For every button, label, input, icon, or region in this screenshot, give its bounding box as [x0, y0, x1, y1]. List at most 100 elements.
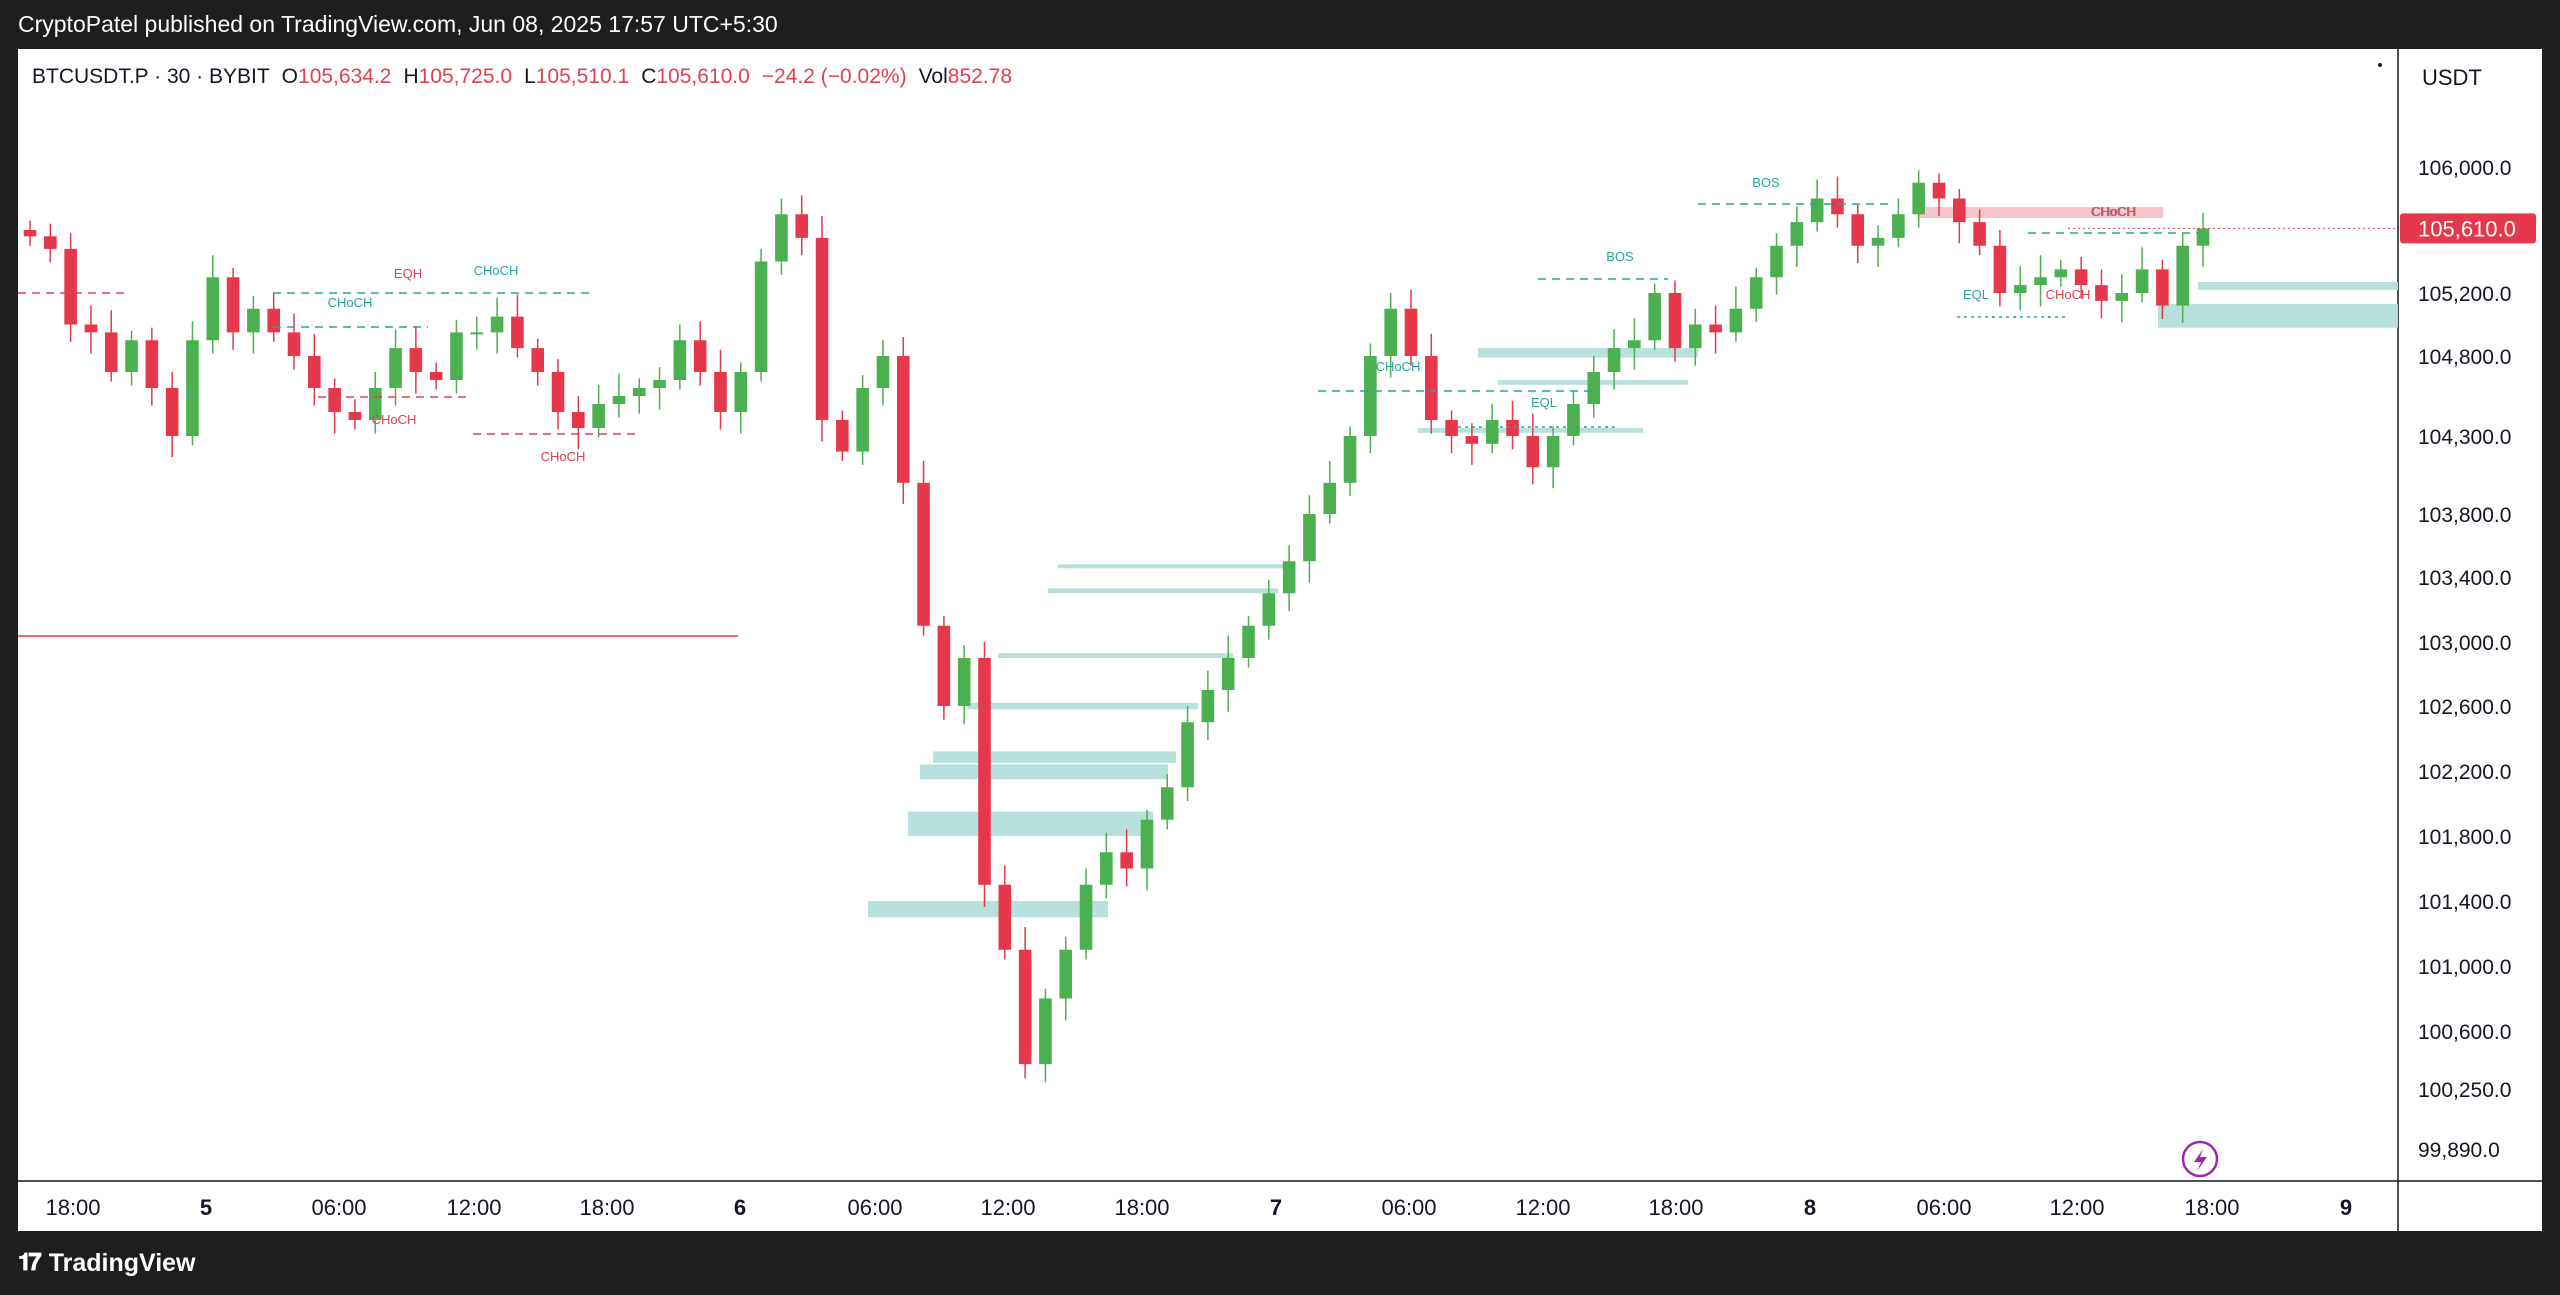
candle-body [754, 261, 768, 372]
candle-body [1607, 348, 1621, 372]
candle-body [1953, 198, 1966, 223]
structure-label: EQL [1963, 287, 1989, 302]
candle-body [1221, 658, 1235, 690]
time-tick-label: 12:00 [2049, 1195, 2104, 1220]
open-value: 105,634.2 [298, 65, 392, 88]
candle-body [1303, 514, 1316, 562]
structure-label: CHoCH [2091, 204, 2136, 219]
tradingview-logo-icon: 𝟏𝟕 [18, 1249, 42, 1276]
candle-body [1242, 625, 1255, 658]
candle-body [1506, 420, 1519, 436]
menu-dot-icon[interactable] [2378, 63, 2382, 67]
candle-body [511, 316, 524, 349]
time-tick-label: 6 [734, 1195, 746, 1220]
high-label: H [403, 65, 419, 88]
ohlc-legend: BTCUSDT.P · 30 · BYBIT O 105,634.2 H 105,7… [32, 65, 1012, 89]
candle-body [1546, 436, 1560, 468]
time-tick-label: 8 [1804, 1195, 1816, 1220]
symbol-label[interactable]: BTCUSDT.P · 30 · BYBIT [32, 65, 270, 88]
demand-zone [1058, 564, 1288, 569]
candle-body [1120, 852, 1133, 869]
structure-label: CHoCH [1376, 359, 1421, 374]
candle-body [836, 420, 849, 452]
price-tick-label: 102,600.0 [2418, 696, 2511, 719]
time-tick-label: 18:00 [1648, 1195, 1703, 1220]
time-tick-label: 12:00 [1515, 1195, 1570, 1220]
time-tick-label: 18:00 [579, 1195, 634, 1220]
structure-label: CHoCH [474, 263, 519, 278]
candle-body [1465, 436, 1479, 444]
candle-body [1100, 852, 1113, 885]
candle-body [2074, 269, 2088, 286]
candle-body [856, 388, 869, 452]
candle-body [348, 412, 362, 420]
candle-body [1059, 949, 1073, 999]
candle-body [673, 340, 687, 380]
chart-frame[interactable]: 106,400.0106,000.0105,200.0104,800.0104,… [18, 49, 2542, 1231]
price-tick-label: 103,000.0 [2418, 632, 2511, 655]
candle-body [1181, 722, 1194, 788]
candle-body [145, 340, 159, 388]
open-label: O [281, 65, 299, 88]
price-tick-label: 100,250.0 [2418, 1079, 2511, 1102]
candle-body [84, 324, 98, 333]
candle-body [1749, 277, 1763, 309]
structure-label: BOS [1752, 175, 1780, 190]
eqh-label: EQH [394, 266, 422, 281]
chart-canvas[interactable]: 106,400.0106,000.0105,200.0104,800.0104,… [18, 49, 2542, 1231]
price-unit-label[interactable]: USDT [2422, 65, 2482, 90]
demand-zone [1048, 588, 1278, 594]
demand-zone [968, 702, 1198, 710]
candle-body [1018, 949, 1032, 1065]
candle-body [1912, 182, 1925, 215]
candle-body [226, 277, 240, 333]
candle-body [104, 332, 118, 372]
candle-body [1810, 198, 1824, 223]
candle-body [1343, 436, 1357, 483]
candle-body [1688, 324, 1702, 349]
price-tick-label: 104,300.0 [2418, 426, 2511, 449]
candle-body [1485, 420, 1499, 444]
time-tick-label: 18:00 [45, 1195, 100, 1220]
candle-body [734, 372, 748, 412]
publisher-header: CryptoPatel published on TradingView.com… [18, 11, 778, 37]
candle-body [1709, 324, 1722, 333]
candle-body [653, 380, 666, 388]
candle-body [23, 230, 37, 237]
low-value: 105,510.1 [535, 65, 630, 88]
candle-body [165, 388, 179, 436]
candle-body [2176, 245, 2189, 306]
candle-body [64, 248, 77, 325]
candle-body [328, 388, 341, 412]
time-tick-label: 12:00 [980, 1195, 1035, 1220]
candle-body [1871, 237, 1885, 246]
close-value: 105,610.0 [656, 65, 750, 88]
time-tick-label: 5 [200, 1195, 212, 1220]
candle-body [247, 308, 260, 333]
candle-body [632, 388, 646, 396]
demand-zone [920, 764, 1168, 780]
candle-body [815, 237, 829, 420]
lightning-icon [2194, 1149, 2207, 1171]
candle-body [206, 277, 220, 341]
structure-label: CHoCH [372, 412, 417, 427]
candle-body [1526, 436, 1540, 468]
price-tick-label: 104,800.0 [2418, 346, 2511, 369]
time-tick-label: 9 [2340, 1195, 2352, 1220]
candle-body [612, 396, 626, 404]
candle-body [267, 308, 280, 333]
price-tick-label: 101,800.0 [2418, 826, 2511, 849]
high-value: 105,725.0 [418, 65, 513, 88]
candle-body [1993, 245, 2007, 293]
time-tick-label: 18:00 [1114, 1195, 1169, 1220]
price-tick-label: 102,200.0 [2418, 761, 2511, 784]
candle-body [775, 214, 788, 262]
candle-body [2095, 285, 2108, 301]
candle-body [876, 356, 890, 388]
volume-label: Vol [918, 65, 948, 88]
candle-body [2054, 269, 2068, 278]
demand-zone [908, 811, 1153, 836]
price-tick-label: 100,600.0 [2418, 1021, 2511, 1044]
candle-body [978, 658, 991, 885]
structure-label: EQL [1531, 395, 1557, 410]
